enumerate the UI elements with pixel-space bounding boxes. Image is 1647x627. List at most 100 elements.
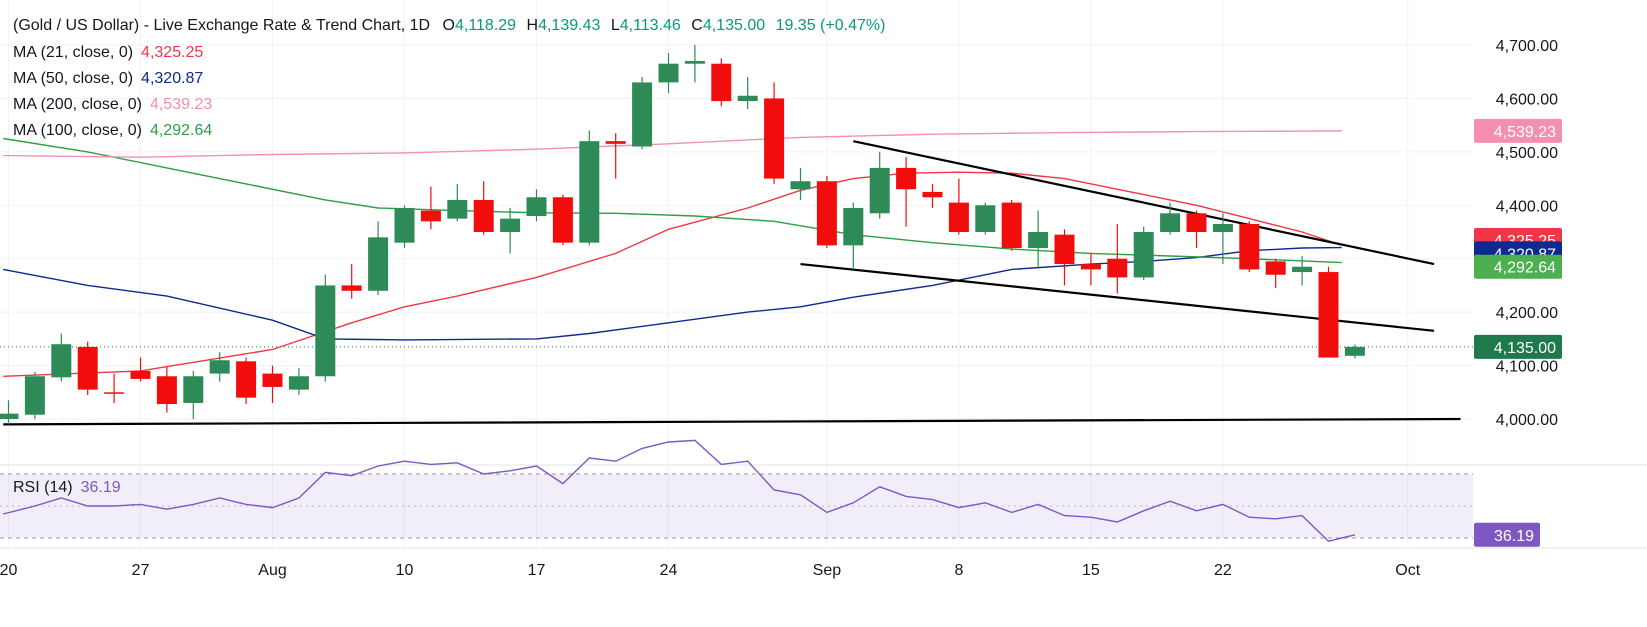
legend-value: 4,320.87	[141, 70, 203, 87]
candle[interactable]	[684, 45, 705, 83]
x-tick-label: 20	[0, 562, 18, 579]
candle[interactable]	[922, 183, 943, 208]
candle-body	[156, 376, 177, 405]
candle[interactable]	[0, 400, 19, 425]
candle[interactable]	[552, 194, 573, 246]
candle[interactable]	[341, 264, 362, 299]
candle-body	[183, 376, 204, 403]
rsi-legend[interactable]: RSI (14) 36.19	[13, 479, 121, 496]
candle[interactable]	[816, 175, 837, 249]
legend-label: MA (100, close, 0)	[13, 122, 142, 139]
candle[interactable]	[1318, 266, 1339, 358]
candle[interactable]	[77, 341, 98, 395]
candle[interactable]	[1292, 256, 1313, 286]
candle-body	[209, 360, 230, 374]
candle[interactable]	[579, 130, 600, 246]
candle-body	[288, 376, 309, 390]
candle[interactable]	[183, 370, 204, 419]
grid-lines	[0, 0, 1647, 549]
candle[interactable]	[394, 205, 415, 249]
candle-body	[420, 210, 441, 222]
candle[interactable]	[236, 357, 257, 405]
candle[interactable]	[1107, 223, 1128, 294]
candle[interactable]	[843, 202, 864, 270]
high-value: 4,139.43	[538, 17, 600, 34]
y-tick-label: 4,100.00	[1496, 359, 1558, 376]
candle[interactable]	[605, 133, 626, 179]
candle-body	[816, 181, 837, 246]
candle[interactable]	[104, 373, 125, 403]
candle[interactable]	[1344, 344, 1365, 359]
price-tag[interactable]: 4,135.00	[1474, 334, 1562, 359]
candle[interactable]	[368, 221, 389, 296]
candle-body	[579, 141, 600, 243]
price-tag[interactable]: 4,292.64	[1474, 254, 1562, 279]
candle[interactable]	[288, 368, 309, 395]
candle[interactable]	[1133, 226, 1154, 281]
x-tick-label: 24	[660, 562, 678, 579]
candle[interactable]	[420, 186, 441, 230]
candle[interactable]	[1054, 229, 1075, 286]
candle[interactable]	[526, 189, 547, 222]
candle[interactable]	[447, 183, 468, 222]
candle[interactable]	[1160, 202, 1181, 235]
price-tag-label: 4,135.00	[1494, 340, 1556, 357]
candle-body	[236, 361, 257, 398]
x-tick-label: 22	[1214, 562, 1232, 579]
candle[interactable]	[711, 58, 732, 107]
candle[interactable]	[24, 371, 45, 419]
candle-body	[632, 82, 653, 147]
candle[interactable]	[473, 181, 494, 235]
y-tick-label: 4,600.00	[1496, 91, 1558, 108]
candle[interactable]	[1080, 253, 1101, 286]
candle[interactable]	[896, 157, 917, 227]
candle[interactable]	[948, 178, 969, 235]
candle[interactable]	[209, 352, 230, 382]
candle[interactable]	[500, 207, 521, 254]
candle-body	[368, 237, 389, 291]
legend-ma-200[interactable]: MA (200, close, 0) 4,539.23	[13, 96, 212, 113]
candle-body	[975, 205, 996, 232]
candle[interactable]	[130, 357, 151, 382]
candle[interactable]	[1212, 213, 1233, 265]
legend-label: MA (21, close, 0)	[13, 44, 133, 61]
candle[interactable]	[737, 77, 758, 110]
legend-ma-100[interactable]: MA (100, close, 0) 4,292.64	[13, 122, 212, 139]
legend-ma-50[interactable]: MA (50, close, 0) 4,320.87	[13, 70, 203, 87]
candle[interactable]	[1265, 258, 1286, 289]
rsi-band	[0, 474, 1473, 538]
candle[interactable]	[1028, 210, 1049, 267]
candle[interactable]	[764, 82, 785, 184]
candle[interactable]	[658, 53, 679, 94]
legend-label: MA (200, close, 0)	[13, 96, 142, 113]
y-tick-label: 4,200.00	[1496, 305, 1558, 322]
candle[interactable]	[262, 365, 283, 403]
open-value: 4,118.29	[455, 17, 516, 34]
candle[interactable]	[975, 202, 996, 235]
y-tick-label: 4,700.00	[1496, 38, 1558, 55]
candle[interactable]	[51, 333, 72, 382]
legend-ma-21[interactable]: MA (21, close, 0) 4,325.25	[13, 44, 203, 61]
candle-body	[869, 167, 890, 214]
x-tick-label: 27	[132, 562, 150, 579]
candle[interactable]	[1001, 199, 1022, 251]
candle-body	[130, 370, 151, 379]
candle[interactable]	[790, 167, 811, 200]
close-label: C	[691, 17, 703, 34]
price-tag[interactable]: 4,539.23	[1474, 118, 1562, 143]
candle[interactable]	[156, 366, 177, 413]
rsi-line	[3, 439, 1356, 542]
candle[interactable]	[632, 77, 653, 150]
candle[interactable]	[869, 151, 890, 219]
candle-body	[1265, 261, 1286, 275]
candle-body	[1212, 223, 1233, 232]
candle[interactable]	[1239, 221, 1260, 273]
candle-body	[605, 141, 626, 144]
candle-body	[1028, 232, 1049, 249]
open-label: O	[443, 17, 455, 34]
candle[interactable]	[1186, 210, 1207, 249]
legend-value: 4,539.23	[150, 96, 212, 113]
rsi-tag[interactable]: 36.19	[1474, 522, 1540, 547]
candle[interactable]	[315, 274, 336, 382]
